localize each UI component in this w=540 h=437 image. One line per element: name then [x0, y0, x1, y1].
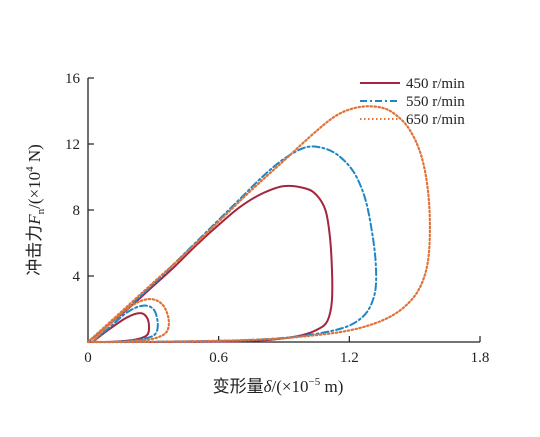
series-650-main-loop	[86, 105, 431, 344]
x-tick-label: 0	[84, 350, 92, 366]
x-axis-label: 变形量δ/(×10−5 m)	[213, 376, 344, 396]
series-layer	[86, 105, 431, 344]
y-tick-label: 12	[65, 137, 80, 153]
legend: 450 r/min 550 r/min 650 r/min	[360, 76, 465, 128]
series-650-small-loop	[91, 297, 171, 344]
series-550-main-loop	[87, 145, 378, 344]
tick-labels: 0 0.6 1.2 1.8 4 8 12 16	[65, 71, 489, 366]
legend-label-550: 550 r/min	[406, 94, 465, 110]
y-tick-label: 16	[65, 71, 81, 87]
legend-label-450: 450 r/min	[406, 76, 465, 92]
x-tick-label: 1.8	[471, 350, 490, 366]
y-axis-label: 冲击力Fn/(×104 N)	[24, 144, 47, 276]
y-tick-label: 8	[73, 203, 81, 219]
x-tick-label: 1.2	[340, 350, 359, 366]
y-tick-label: 4	[73, 269, 81, 285]
x-tick-label: 0.6	[209, 350, 228, 366]
legend-label-650: 650 r/min	[406, 112, 465, 128]
